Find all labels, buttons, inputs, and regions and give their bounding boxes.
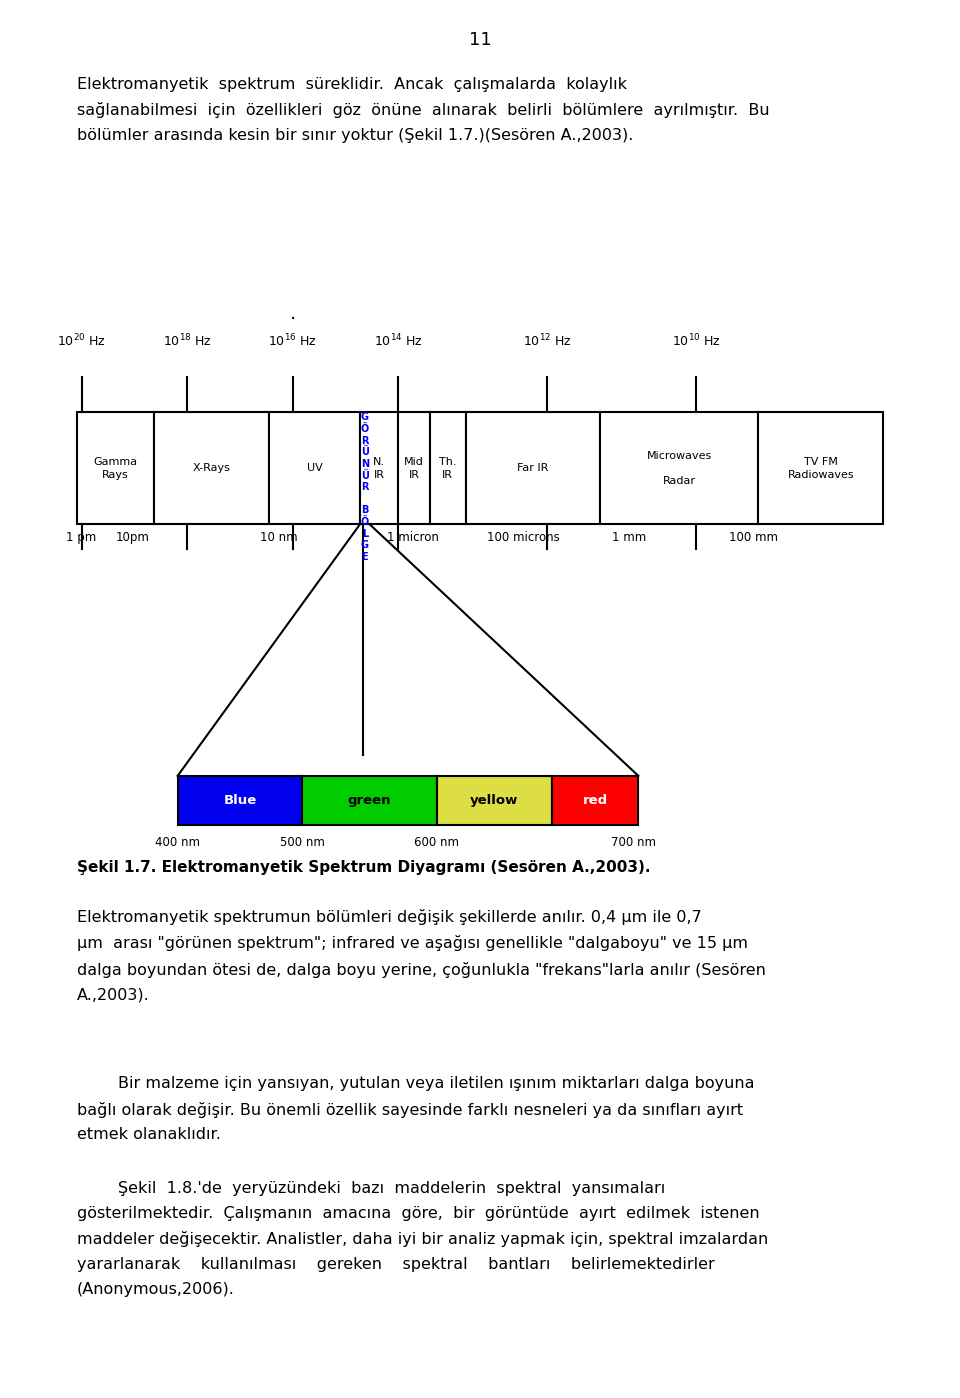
Text: 100 microns: 100 microns: [487, 531, 560, 544]
FancyBboxPatch shape: [178, 776, 302, 825]
FancyBboxPatch shape: [430, 412, 466, 524]
Text: Gamma
Rays: Gamma Rays: [93, 457, 137, 480]
Text: $10^{14}$ Hz: $10^{14}$ Hz: [374, 333, 422, 350]
FancyBboxPatch shape: [758, 412, 883, 524]
Text: $10^{20}$ Hz: $10^{20}$ Hz: [58, 333, 106, 350]
Text: ·: ·: [290, 309, 296, 329]
Text: G
Ö
R
Ü
N
Ü
R
 
B
Ö
L
G
E: G Ö R Ü N Ü R B Ö L G E: [361, 412, 369, 562]
Text: Far IR: Far IR: [517, 463, 548, 474]
FancyBboxPatch shape: [437, 776, 552, 825]
Text: 600 nm: 600 nm: [415, 836, 459, 849]
FancyBboxPatch shape: [269, 412, 360, 524]
Text: red: red: [583, 794, 608, 807]
Text: yellow: yellow: [470, 794, 518, 807]
Text: X-Rays: X-Rays: [192, 463, 230, 474]
Text: Blue: Blue: [224, 794, 256, 807]
Text: 1 micron: 1 micron: [387, 531, 439, 544]
Text: N.
IR: N. IR: [373, 457, 385, 480]
Text: Elektromanyetik spektrumun bölümleri değişik şekillerde anılır. 0,4 μm ile 0,7
μ: Elektromanyetik spektrumun bölümleri değ…: [77, 909, 766, 1002]
Text: Elektromanyetik  spektrum  süreklidir.  Ancak  çalışmalarda  kolaylık
sağlanabil: Elektromanyetik spektrum süreklidir. Anc…: [77, 77, 769, 143]
Text: $10^{10}$ Hz: $10^{10}$ Hz: [672, 333, 720, 350]
FancyBboxPatch shape: [154, 412, 269, 524]
FancyBboxPatch shape: [600, 412, 758, 524]
Text: Şekil  1.8.'de  yeryüzündeki  bazı  maddelerin  spektral  yansımaları
gösterilme: Şekil 1.8.'de yeryüzündeki bazı maddeler…: [77, 1181, 768, 1296]
Text: 1 mm: 1 mm: [612, 531, 646, 544]
FancyBboxPatch shape: [302, 776, 437, 825]
Text: TV FM
Radiowaves: TV FM Radiowaves: [787, 457, 854, 480]
Text: Mid
IR: Mid IR: [404, 457, 424, 480]
Text: UV: UV: [306, 463, 323, 474]
FancyBboxPatch shape: [77, 412, 154, 524]
Text: $10^{16}$ Hz: $10^{16}$ Hz: [269, 333, 317, 350]
Text: green: green: [348, 794, 392, 807]
Text: 100 mm: 100 mm: [729, 531, 779, 544]
Text: 10 nm: 10 nm: [259, 531, 298, 544]
Text: 10pm: 10pm: [115, 531, 150, 544]
FancyBboxPatch shape: [360, 412, 398, 524]
Text: 1 pm: 1 pm: [66, 531, 97, 544]
Text: 500 nm: 500 nm: [280, 836, 324, 849]
FancyBboxPatch shape: [552, 776, 638, 825]
Text: 11: 11: [468, 31, 492, 49]
Text: 700 nm: 700 nm: [612, 836, 656, 849]
FancyBboxPatch shape: [466, 412, 600, 524]
Text: $10^{18}$ Hz: $10^{18}$ Hz: [163, 333, 211, 350]
Text: Th.
IR: Th. IR: [439, 457, 457, 480]
Text: $10^{12}$ Hz: $10^{12}$ Hz: [523, 333, 571, 350]
Text: Microwaves

Radar: Microwaves Radar: [647, 452, 711, 485]
FancyBboxPatch shape: [398, 412, 430, 524]
Text: Bir malzeme için yansıyan, yutulan veya iletilen ışınım miktarları dalga boyuna
: Bir malzeme için yansıyan, yutulan veya …: [77, 1076, 755, 1142]
Text: 400 nm: 400 nm: [156, 836, 200, 849]
Text: Şekil 1.7. Elektromanyetik Spektrum Diyagramı (Sesören A.,2003).: Şekil 1.7. Elektromanyetik Spektrum Diya…: [77, 860, 650, 875]
